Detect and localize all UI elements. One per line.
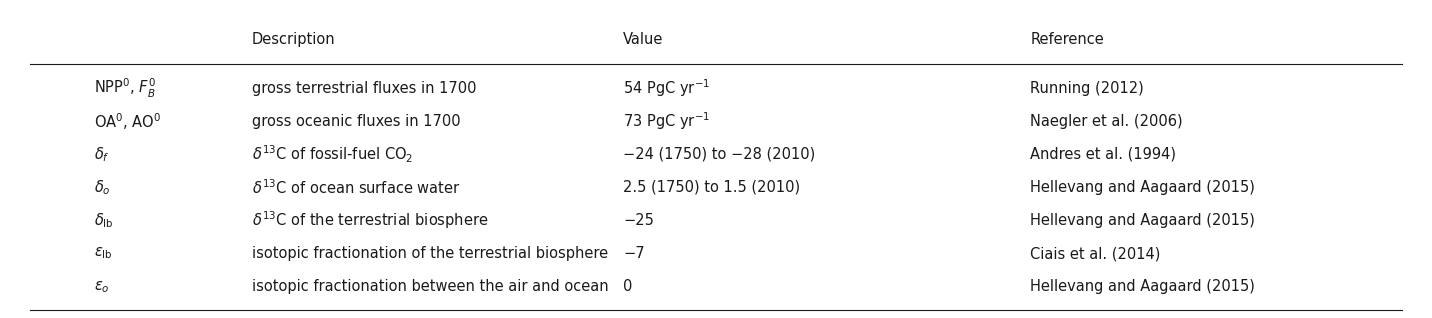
Text: gross terrestrial fluxes in 1700: gross terrestrial fluxes in 1700 <box>252 80 475 96</box>
Text: Value: Value <box>623 32 663 47</box>
Text: Running (2012): Running (2012) <box>1031 80 1144 96</box>
Text: $\delta_f$: $\delta_f$ <box>95 145 110 164</box>
Text: OA$^0$, AO$^0$: OA$^0$, AO$^0$ <box>95 111 162 132</box>
Text: −7: −7 <box>623 246 644 261</box>
Text: Ciais et al. (2014): Ciais et al. (2014) <box>1031 246 1161 261</box>
Text: $\delta^{13}$C of the terrestrial biosphere: $\delta^{13}$C of the terrestrial biosph… <box>252 210 488 231</box>
Text: −24 (1750) to −28 (2010): −24 (1750) to −28 (2010) <box>623 147 815 162</box>
Text: Hellevang and Aagaard (2015): Hellevang and Aagaard (2015) <box>1031 213 1256 228</box>
Text: 0: 0 <box>623 279 633 294</box>
Text: NPP$^0$, $F^0_B$: NPP$^0$, $F^0_B$ <box>95 76 156 100</box>
Text: $\epsilon_o$: $\epsilon_o$ <box>95 279 110 294</box>
Text: isotopic fractionation between the air and ocean: isotopic fractionation between the air a… <box>252 279 609 294</box>
Text: −25: −25 <box>623 213 654 228</box>
Text: 54 PgC yr$^{-1}$: 54 PgC yr$^{-1}$ <box>623 77 710 99</box>
Text: 73 PgC yr$^{-1}$: 73 PgC yr$^{-1}$ <box>623 110 710 132</box>
Text: Naegler et al. (2006): Naegler et al. (2006) <box>1031 114 1183 129</box>
Text: Hellevang and Aagaard (2015): Hellevang and Aagaard (2015) <box>1031 180 1256 195</box>
Text: Andres et al. (1994): Andres et al. (1994) <box>1031 147 1177 162</box>
Text: isotopic fractionation of the terrestrial biosphere: isotopic fractionation of the terrestria… <box>252 246 607 261</box>
Text: $\delta_o$: $\delta_o$ <box>95 178 112 197</box>
Text: 2.5 (1750) to 1.5 (2010): 2.5 (1750) to 1.5 (2010) <box>623 180 800 195</box>
Text: Description: Description <box>252 32 335 47</box>
Text: gross oceanic fluxes in 1700: gross oceanic fluxes in 1700 <box>252 114 460 129</box>
Text: Hellevang and Aagaard (2015): Hellevang and Aagaard (2015) <box>1031 279 1256 294</box>
Text: $\epsilon_{\mathrm{lb}}$: $\epsilon_{\mathrm{lb}}$ <box>95 246 113 261</box>
Text: $\delta_{\mathrm{lb}}$: $\delta_{\mathrm{lb}}$ <box>95 211 115 230</box>
Text: $\delta^{13}$C of ocean surface water: $\delta^{13}$C of ocean surface water <box>252 178 460 197</box>
Text: $\delta^{13}$C of fossil-fuel CO$_2$: $\delta^{13}$C of fossil-fuel CO$_2$ <box>252 143 412 165</box>
Text: Reference: Reference <box>1031 32 1104 47</box>
